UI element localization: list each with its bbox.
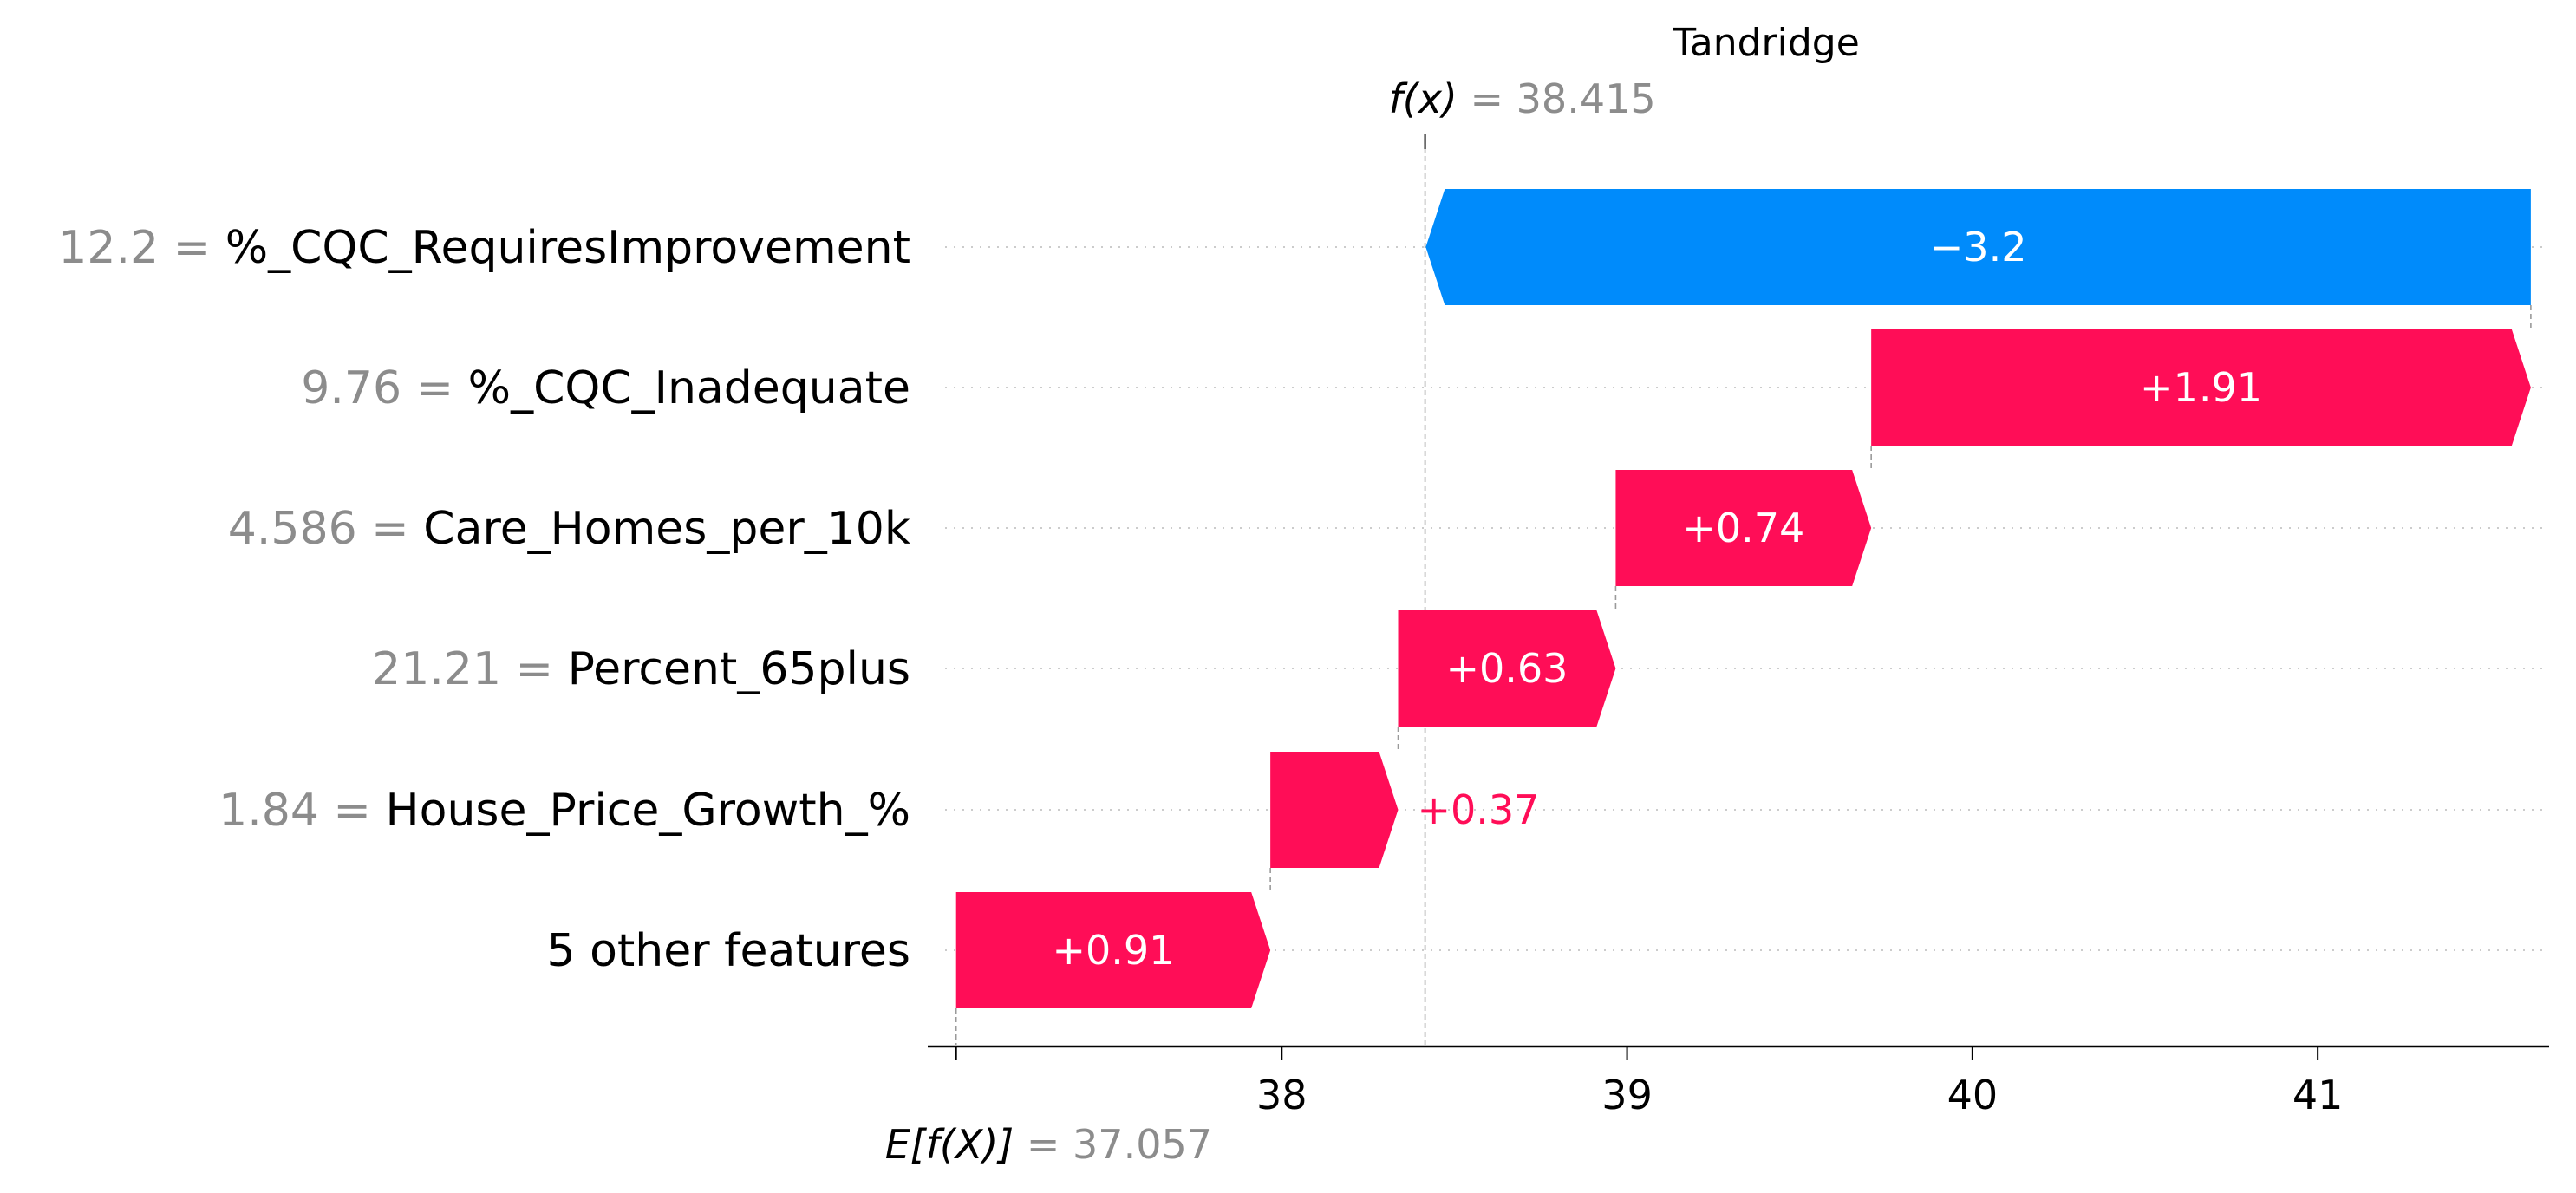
contribution-bars: −3.2 +1.91 +0.74 +0.63 +0.37 +0.91 — [955, 189, 2531, 1008]
bar--cqc-inadequate — [1871, 329, 2531, 446]
output-value-label: f(x) = 38.415 — [1389, 75, 1656, 122]
bar-percent-65plus — [1398, 610, 1616, 727]
bar-value-label: +0.63 — [1445, 645, 1568, 692]
connector-lines — [955, 139, 2532, 1045]
bar-value-label: +0.74 — [1682, 505, 1804, 551]
feature-label: 5 other features — [546, 925, 910, 977]
output-value-annotation: f(x) = 38.415 — [1389, 75, 1656, 149]
base-value-label: E[f(X)] = 37.057 — [885, 1121, 1212, 1168]
bar-value-label: −3.2 — [1930, 224, 2027, 271]
feature-label: 12.2 = %_CQC_RequiresImprovement — [58, 222, 910, 274]
chart-title: Tandridge — [1672, 21, 1860, 65]
bar-5-other-features — [955, 892, 1271, 1008]
bar-value-label: +0.91 — [1052, 927, 1174, 974]
x-tick-label: 38 — [1256, 1072, 1308, 1118]
x-tick-label: 40 — [1947, 1072, 1999, 1118]
x-tick-label: 41 — [2292, 1072, 2344, 1118]
base-value-annotation: E[f(X)] = 37.057 — [885, 1121, 1212, 1168]
bar-house-price-growth- — [1270, 752, 1399, 868]
feature-labels: 12.2 = %_CQC_RequiresImprovement 9.76 = %… — [58, 222, 910, 977]
x-tick-label: 39 — [1601, 1072, 1653, 1118]
feature-label: 9.76 = %_CQC_Inadequate — [301, 362, 910, 414]
feature-label: 21.21 = Percent_65plus — [372, 643, 910, 695]
bar--cqc-requiresimprovement — [1425, 189, 2531, 305]
feature-label: 4.586 = Care_Homes_per_10k — [228, 503, 910, 555]
bar-value-label: +0.37 — [1418, 786, 1540, 833]
x-axis: 38 39 40 41 — [928, 1045, 2549, 1118]
bar-care-homes-per-10k — [1615, 470, 1872, 586]
feature-label: 1.84 = House_Price_Growth_% — [218, 785, 910, 837]
bar-value-label: +1.91 — [2140, 364, 2262, 411]
